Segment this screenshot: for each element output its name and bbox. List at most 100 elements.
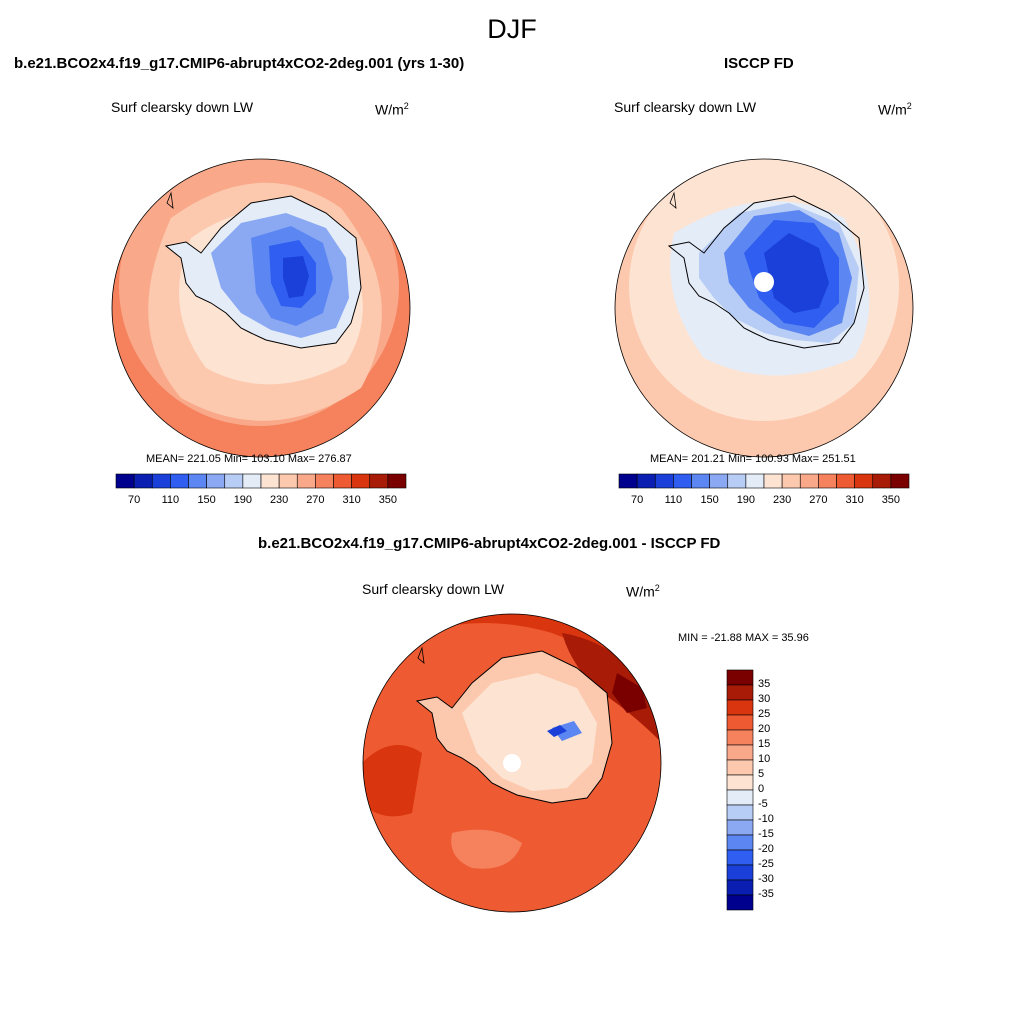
colorbar-tick-label: 350 [378,494,398,506]
colorbar-tick-label: 190 [736,494,756,506]
colorbar-box [726,834,754,851]
colorbar-box [206,473,226,489]
map2-south-america-coast [669,191,677,209]
colorbar-box [636,473,656,489]
figure-title: DJF [487,14,537,44]
colorbar-tick-label: 350 [881,494,901,506]
colorbar-tick-label: 30 [758,693,771,705]
colorbar-box [115,473,135,489]
colorbar-box [387,473,407,489]
map3-south-america-coast [417,646,425,664]
panel-2-colorbar [618,473,910,489]
colorbar-tick-label: 310 [342,494,361,506]
colorbar-box [726,774,754,791]
map3-band-weddell [451,829,522,869]
colorbar-box [278,473,298,489]
colorbar-box [224,473,244,489]
map1-band-dome [283,256,309,298]
panel-3-title: b.e21.BCO2x4.f19_g17.CMIP6-abrupt4xCO2-2… [258,535,721,552]
colorbar-box [260,473,280,489]
panel-3-colorbar [726,669,754,911]
colorbar-tick-label: -20 [758,843,774,855]
colorbar-box [369,473,389,489]
colorbar-tick-label: 35 [758,678,771,690]
colorbar-box [726,699,754,716]
panel-1-units: W/m2 [375,101,409,118]
panel-2-polar-map [614,158,914,458]
panel-1-stats: MEAN= 221.05 Min= 103.10 Max= 276.87 [146,453,352,465]
colorbar-box [726,804,754,821]
colorbar-box [727,473,747,489]
colorbar-box [726,714,754,731]
panel-3-polar-map [362,613,662,913]
map3-boundary [362,613,662,913]
map2-coastline [667,195,865,349]
colorbar-box [296,473,316,489]
colorbar-tick-label: 110 [161,494,180,506]
map2-pole-missing [754,272,774,292]
colorbar-box [133,473,153,489]
colorbar-box [890,473,910,489]
colorbar-box [618,473,638,489]
colorbar-box [763,473,783,489]
panel-3-units: W/m2 [626,583,660,600]
colorbar-box [709,473,729,489]
map3-band-negative-core [547,725,567,737]
colorbar-tick-label: 150 [700,494,719,506]
colorbar-box [726,894,754,911]
map3-band-pacific [562,633,661,743]
colorbar-box [188,473,207,489]
colorbar-box [726,849,754,866]
colorbar-box [726,744,754,761]
colorbar-tick-label: 70 [128,494,141,506]
panel-1-colorbar [115,473,407,489]
colorbar-box [170,473,189,489]
colorbar-tick-label: -10 [758,813,774,825]
colorbar-tick-label: -5 [758,798,768,810]
panel-3-variable-label: Surf clearsky down LW [362,581,505,597]
colorbar-tick-label: 15 [758,738,771,750]
colorbar-tick-label: -25 [758,858,774,870]
map3-coastline [415,650,613,804]
map2-band-plateau-core [764,233,829,313]
colorbar-box [818,473,837,489]
colorbar-tick-label: 5 [758,768,765,780]
colorbar-tick-label: -30 [758,873,774,885]
colorbar-tick-label: 230 [269,494,289,506]
colorbar-box [726,789,754,806]
panel-1-title: b.e21.BCO2x4.f19_g17.CMIP6-abrupt4xCO2-2… [14,55,465,72]
map2-boundary [614,158,914,458]
colorbar-box [781,473,801,489]
colorbar-tick-label: 190 [233,494,253,506]
colorbar-tick-label: 0 [758,783,765,795]
colorbar-box [333,473,352,489]
colorbar-tick-label: 230 [772,494,792,506]
colorbar-tick-label: -35 [758,888,774,900]
map1-coastline [164,195,362,349]
colorbar-tick-label: 270 [809,494,828,506]
panel-2-units: W/m2 [878,101,912,118]
colorbar-box [726,879,754,896]
colorbar-box [872,473,892,489]
colorbar-tick-label: 270 [306,494,325,506]
colorbar-box [151,473,171,489]
colorbar-box [854,473,874,489]
colorbar-box [726,669,754,686]
panel-1-polar-map [111,158,411,458]
panel-1-variable-label: Surf clearsky down LW [111,99,254,115]
colorbar-tick-label: 70 [631,494,644,506]
colorbar-box [242,473,262,489]
colorbar-box [726,684,754,701]
colorbar-tick-label: 110 [664,494,683,506]
panel-3-stats: MIN = -21.88 MAX = 35.96 [678,632,809,644]
colorbar-box [691,473,710,489]
map3-pole-missing [503,754,521,772]
colorbar-box [315,473,334,489]
colorbar-box [351,473,371,489]
colorbar-tick-label: 10 [758,753,771,765]
colorbar-box [799,473,819,489]
colorbar-tick-label: 25 [758,708,771,720]
panel-2-variable-label: Surf clearsky down LW [614,99,757,115]
colorbar-tick-label: -15 [758,828,774,840]
colorbar-tick-label: 20 [758,723,771,735]
